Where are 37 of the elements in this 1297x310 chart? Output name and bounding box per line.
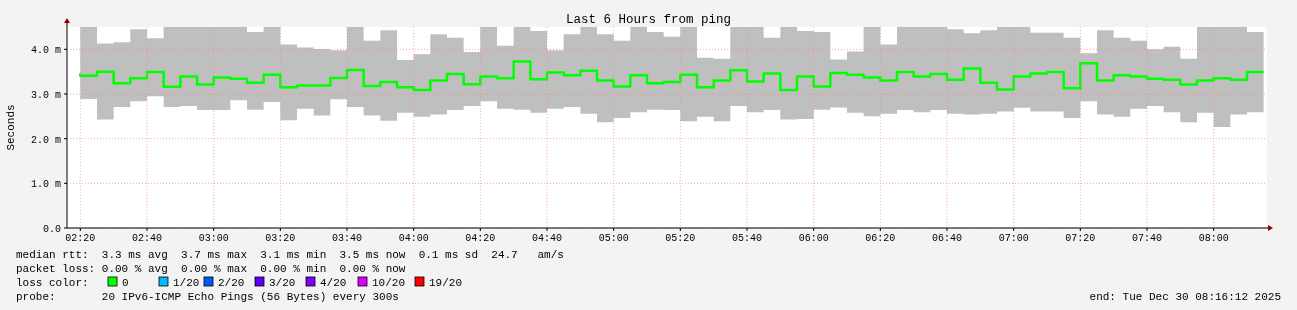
x-tick-label: 06:20 (865, 233, 896, 244)
text: median rtt: 3.3 ms avg 3.7 ms max 3.1 ms min 3.5 ms now 0.1 ms sd 24.7 am/s (16, 249, 564, 261)
text: 2/20 (218, 277, 245, 289)
x-tick-label: 03:40 (331, 233, 363, 244)
y-tick-label: 1.0 m (30, 179, 61, 191)
y-tick-label: 3.0 m (30, 90, 61, 101)
x-tick-label: 07:20 (1065, 233, 1096, 244)
text: packet loss: 0.00 % avg 0.00 % max 0.00 % min 0.00 % now (16, 263, 406, 275)
text: loss color: (16, 277, 89, 289)
x-tick-label: 04:40 (531, 233, 563, 244)
text: 10/20 (372, 277, 406, 289)
y-tick-label: 4.0 m (30, 45, 61, 57)
text: 1/20 (173, 277, 200, 289)
text: 0 (122, 277, 129, 289)
x-tick-label: 03:00 (198, 233, 229, 244)
text: 3/20 (269, 277, 296, 289)
x-tick-label: 04:20 (465, 233, 496, 244)
y-tick-label: 0.0 (42, 224, 61, 235)
x-tick-label: 06:40 (931, 233, 963, 244)
text: 19/20 (429, 277, 463, 289)
x-tick-label: 07:40 (1131, 233, 1163, 244)
x-tick-label: 08:00 (1198, 233, 1229, 244)
x-tick-label: 05:00 (598, 233, 629, 244)
y-axis-title: Seconds (5, 104, 17, 151)
text: end: Tue Dec 30 08:16:12 2025 (1089, 291, 1281, 303)
x-tick-label: 03:20 (265, 233, 296, 244)
x-tick-label: 05:40 (731, 233, 763, 244)
x-tick-label: 02:20 (65, 233, 96, 244)
x-tick-label: 06:00 (798, 233, 829, 244)
x-tick-label: 04:00 (398, 233, 429, 244)
text: 4/20 (320, 277, 347, 289)
x-tick-label: 05:20 (665, 233, 696, 244)
text: probe: 20 IPv6-ICMP Echo Pings (56 Bytes) every 300s (16, 291, 399, 303)
x-tick-label: 07:00 (998, 233, 1029, 244)
y-tick-label: 2.0 m (30, 134, 61, 146)
x-tick-label: 02:40 (131, 233, 163, 244)
chart-title: Last 6 Hours from ping (565, 13, 732, 27)
